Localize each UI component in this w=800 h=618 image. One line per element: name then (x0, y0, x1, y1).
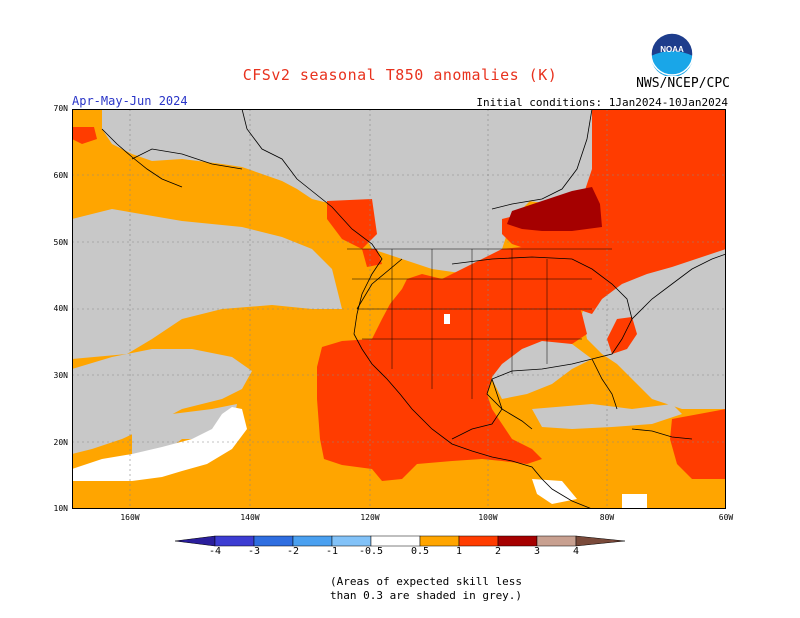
colorbar-label: -3 (247, 546, 261, 557)
skill-footnote-line2: than 0.3 are shaded in grey.) (330, 589, 523, 602)
lat-label-30n: 30N (53, 371, 68, 380)
anomaly-map (72, 109, 726, 509)
neutral-white-areas (72, 314, 647, 509)
colorbar-label: 4 (572, 546, 580, 557)
red-anomaly-areas (72, 109, 726, 481)
initial-conditions-label: Initial conditions: 1Jan2024-10Jan2024 (476, 96, 728, 109)
colorbar-label: -1 (325, 546, 339, 557)
colorbar-label: 2 (494, 546, 502, 557)
chart-title: CFSv2 seasonal T850 anomalies (K) (242, 66, 558, 84)
colorbar (174, 535, 626, 547)
noaa-logo: NOAA (650, 32, 694, 77)
state-borders (347, 248, 612, 399)
agency-label: NWS/NCEP/CPC (636, 76, 730, 91)
colorbar-label: -0.5 (358, 546, 384, 557)
lat-label-60n: 60N (53, 171, 68, 180)
season-label: Apr-May-Jun 2024 (72, 94, 188, 108)
colorbar-label: 1 (455, 546, 463, 557)
lon-label-80w: 80W (599, 513, 615, 522)
lon-label-120w: 120W (360, 513, 380, 522)
colorbar-label: 0.5 (410, 546, 430, 557)
lat-label-70n: 70N (53, 104, 68, 113)
lat-label-40n: 40N (53, 304, 68, 313)
colorbar-right-arrow (575, 535, 626, 547)
dark-red-anomaly-area (507, 187, 602, 231)
colorbar-label: -2 (286, 546, 300, 557)
lon-label-100w: 100W (478, 513, 498, 522)
colorbar-label: 3 (533, 546, 541, 557)
skill-footnote: (Areas of expected skill less than 0.3 a… (330, 575, 522, 603)
colorbar-left-arrow (174, 535, 216, 547)
lat-label-10n: 10N (53, 504, 68, 513)
svg-text:NOAA: NOAA (660, 45, 684, 54)
skill-footnote-line1: (Areas of expected skill less (330, 575, 523, 588)
lat-label-50n: 50N (53, 238, 68, 247)
coastlines (101, 109, 726, 509)
lat-label-20n: 20N (53, 438, 68, 447)
lon-label-140w: 140W (240, 513, 260, 522)
colorbar-label: -4 (208, 546, 222, 557)
lon-label-160w: 160W (120, 513, 140, 522)
lon-label-60w: 60W (718, 513, 734, 522)
